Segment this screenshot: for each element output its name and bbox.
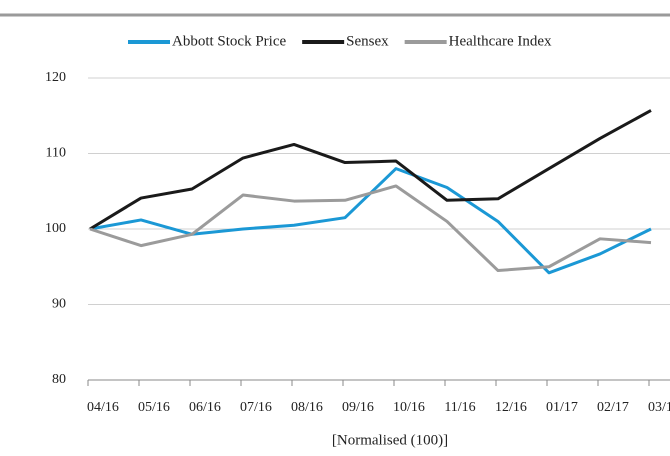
x-tick-label: 07/16 — [240, 400, 272, 415]
legend-label: Sensex — [346, 33, 389, 49]
legend-label: Abbott Stock Price — [172, 33, 286, 49]
x-tick-label: 01/17 — [546, 400, 578, 415]
legend-label: Healthcare Index — [449, 33, 552, 49]
x-tick-label: 02/17 — [597, 400, 629, 415]
x-tick-label: 03/17 — [648, 400, 670, 415]
series-line — [89, 109, 652, 231]
x-tick-label: 08/16 — [291, 400, 323, 415]
x-tick-label: 12/16 — [495, 400, 527, 415]
x-axis-title: [Normalised (100)] — [332, 432, 448, 448]
y-tick-label: 90 — [52, 297, 66, 312]
y-tick-label: 80 — [52, 372, 66, 387]
x-tick-label: 06/16 — [189, 400, 221, 415]
x-tick-label: 09/16 — [342, 400, 374, 415]
series-line — [89, 184, 652, 273]
x-tick-label: 05/16 — [138, 400, 170, 415]
y-tick-label: 100 — [45, 221, 66, 236]
x-tick-label: 11/16 — [444, 400, 475, 415]
x-tick-label: 10/16 — [393, 400, 425, 415]
y-tick-label: 120 — [45, 70, 66, 85]
y-tick-label: 110 — [46, 146, 66, 161]
x-tick-label: 04/16 — [87, 400, 119, 415]
